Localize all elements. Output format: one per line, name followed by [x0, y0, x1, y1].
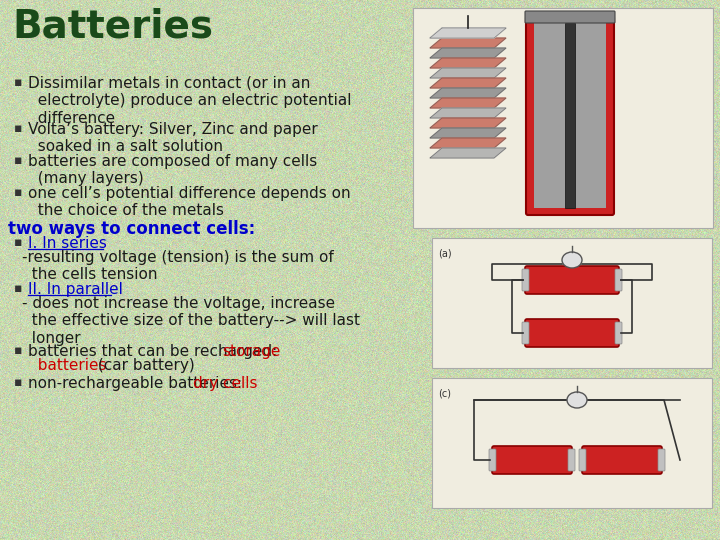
- Text: storage: storage: [222, 344, 281, 359]
- Text: ▪: ▪: [14, 186, 22, 199]
- Polygon shape: [430, 28, 506, 38]
- Ellipse shape: [562, 252, 582, 268]
- Polygon shape: [430, 108, 506, 118]
- FancyBboxPatch shape: [522, 322, 529, 344]
- FancyBboxPatch shape: [413, 8, 713, 228]
- Polygon shape: [430, 78, 506, 88]
- FancyBboxPatch shape: [432, 378, 712, 508]
- FancyBboxPatch shape: [489, 449, 496, 471]
- Text: Batteries: Batteries: [12, 8, 213, 46]
- FancyBboxPatch shape: [565, 23, 575, 208]
- Polygon shape: [430, 28, 506, 38]
- FancyBboxPatch shape: [582, 446, 662, 474]
- FancyBboxPatch shape: [579, 449, 586, 471]
- Polygon shape: [430, 68, 506, 78]
- FancyBboxPatch shape: [432, 238, 712, 368]
- Polygon shape: [430, 118, 506, 128]
- Text: (a): (a): [438, 248, 451, 258]
- Text: ▪: ▪: [14, 154, 22, 167]
- Polygon shape: [430, 138, 506, 148]
- Text: ▪: ▪: [14, 282, 22, 295]
- Text: I. In series: I. In series: [28, 236, 107, 251]
- FancyBboxPatch shape: [492, 446, 572, 474]
- Text: one cell’s potential difference depends on
  the choice of the metals: one cell’s potential difference depends …: [28, 186, 351, 218]
- FancyBboxPatch shape: [534, 23, 606, 208]
- Text: Dissimilar metals in contact (or in an
  electrolyte) produce an electric potent: Dissimilar metals in contact (or in an e…: [28, 76, 351, 126]
- Text: ▪: ▪: [14, 236, 22, 249]
- FancyBboxPatch shape: [568, 449, 575, 471]
- Text: ▪: ▪: [14, 122, 22, 135]
- Text: two ways to connect cells:: two ways to connect cells:: [8, 220, 256, 238]
- Text: (c): (c): [438, 388, 451, 398]
- Text: II. In parallel: II. In parallel: [28, 282, 123, 297]
- FancyBboxPatch shape: [525, 319, 619, 347]
- Polygon shape: [430, 128, 506, 138]
- Text: non-rechargeable batteries:: non-rechargeable batteries:: [28, 376, 247, 391]
- FancyBboxPatch shape: [526, 16, 614, 215]
- FancyBboxPatch shape: [525, 11, 615, 23]
- Text: ▪: ▪: [14, 376, 22, 389]
- Text: batteries that can be recharged:: batteries that can be recharged:: [28, 344, 282, 359]
- Text: ▪: ▪: [14, 76, 22, 89]
- Polygon shape: [430, 38, 506, 48]
- Ellipse shape: [567, 392, 587, 408]
- Text: dry cells: dry cells: [193, 376, 257, 391]
- FancyBboxPatch shape: [615, 322, 622, 344]
- Text: batteries: batteries: [28, 358, 107, 373]
- Text: ▪: ▪: [14, 344, 22, 357]
- Text: (car battery): (car battery): [93, 358, 194, 373]
- Text: - does not increase the voltage, increase
  the effective size of the battery-->: - does not increase the voltage, increas…: [22, 296, 360, 346]
- Text: batteries are composed of many cells
  (many layers): batteries are composed of many cells (ma…: [28, 154, 318, 186]
- FancyBboxPatch shape: [525, 266, 619, 294]
- Polygon shape: [430, 88, 506, 98]
- Polygon shape: [430, 48, 506, 58]
- Polygon shape: [430, 58, 506, 68]
- Text: -resulting voltage (tension) is the sum of
  the cells tension: -resulting voltage (tension) is the sum …: [22, 250, 334, 282]
- FancyBboxPatch shape: [615, 269, 622, 291]
- Polygon shape: [430, 148, 506, 158]
- FancyBboxPatch shape: [658, 449, 665, 471]
- Text: Volta’s battery: Silver, Zinc and paper
  soaked in a salt solution: Volta’s battery: Silver, Zinc and paper …: [28, 122, 318, 154]
- Polygon shape: [430, 98, 506, 108]
- FancyBboxPatch shape: [522, 269, 529, 291]
